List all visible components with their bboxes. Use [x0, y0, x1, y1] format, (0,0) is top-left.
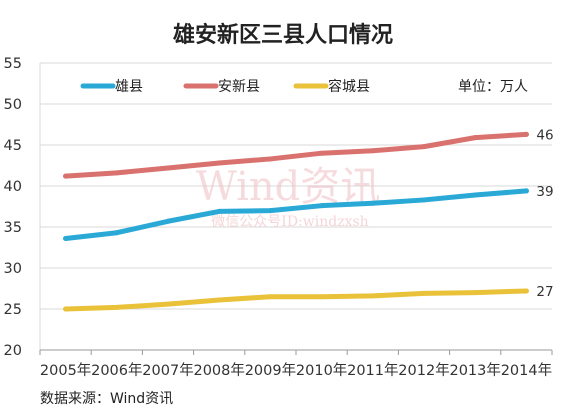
- data-point-2-1: [114, 304, 120, 310]
- data-point-0-1: [114, 230, 120, 236]
- data-point-0-5: [319, 203, 325, 209]
- data-point-2-6: [370, 293, 376, 299]
- data-point-2-3: [216, 297, 222, 303]
- x-tick-label-5: 2010年: [296, 362, 347, 379]
- x-tick-label-0: 2005年: [40, 362, 91, 379]
- end-labels: 39 46 27: [536, 127, 553, 300]
- unit-label: 单位：万人: [458, 79, 528, 95]
- data-point-1-1: [114, 170, 120, 176]
- data-point-0-3: [216, 208, 222, 214]
- data-point-0-2: [165, 218, 171, 224]
- legend-label-2: 容城县: [328, 78, 370, 95]
- data-point-2-2: [165, 301, 171, 307]
- data-point-0-4: [267, 208, 273, 214]
- legend: 雄县 安新县 容城县: [80, 78, 370, 95]
- data-point-2-5: [319, 294, 325, 300]
- x-tick-label-7: 2012年: [398, 362, 449, 379]
- data-point-2-0: [63, 306, 69, 312]
- data-point-1-5: [319, 150, 325, 156]
- y-tick-label-7: 55: [4, 56, 22, 72]
- x-tick-label-3: 2008年: [193, 362, 244, 379]
- y-tick-label-6: 50: [4, 97, 22, 113]
- data-point-1-6: [370, 148, 376, 154]
- y-tick-label-2: 30: [4, 261, 22, 277]
- data-point-0-6: [370, 200, 376, 206]
- data-point-0-0: [63, 235, 69, 241]
- data-point-1-7: [421, 144, 427, 150]
- chart-title: 雄安新区三县人口情况: [172, 22, 393, 48]
- end-label-0: 39: [536, 184, 553, 200]
- watermark-id: 微信公众号ID:windzxsh: [211, 214, 368, 230]
- data-point-1-3: [216, 160, 222, 166]
- x-tick-label-6: 2011年: [347, 362, 398, 379]
- y-tick-label-3: 35: [4, 220, 22, 236]
- x-tick-label-1: 2006年: [91, 362, 142, 379]
- x-tick-label-4: 2009年: [245, 362, 296, 379]
- data-point-1-9: [523, 131, 529, 137]
- data-point-1-8: [472, 135, 478, 141]
- y-tick-label-0: 20: [4, 343, 22, 359]
- x-tick-label-9: 2014年: [501, 362, 552, 379]
- legend-label-0: 雄县: [115, 79, 143, 95]
- end-label-1: 46: [536, 127, 553, 143]
- y-axis: 20 25 30 35 40 45 50 55: [4, 56, 22, 359]
- legend-label-1: 安新县: [218, 79, 260, 95]
- series-line-2: [63, 288, 529, 312]
- x-tick-label-2: 2007年: [142, 362, 193, 379]
- y-tick-label-1: 25: [4, 302, 22, 318]
- data-point-0-7: [421, 197, 427, 203]
- data-point-2-4: [267, 294, 273, 300]
- y-tick-label-5: 45: [4, 138, 22, 154]
- data-point-1-2: [165, 165, 171, 171]
- data-point-1-4: [267, 156, 273, 162]
- data-point-1-0: [63, 173, 69, 179]
- x-axis: 2005年 2006年 2007年 2008年 2009年 2010年 2011年 2012年…: [39, 349, 553, 379]
- series-line-1: [63, 131, 529, 179]
- x-tick-label-8: 2013年: [449, 362, 500, 379]
- data-point-0-9: [523, 188, 529, 194]
- watermark: Wind资讯 微信公众号ID:windzxsh: [196, 164, 381, 230]
- end-label-2: 27: [536, 284, 553, 300]
- y-tick-label-4: 40: [4, 179, 22, 195]
- source-note: 数据来源：Wind资讯: [40, 391, 173, 407]
- data-point-2-9: [523, 288, 529, 294]
- data-point-0-8: [472, 192, 478, 198]
- data-point-2-8: [472, 290, 478, 296]
- series-line-0: [63, 188, 529, 241]
- series-lines: [63, 131, 529, 312]
- data-point-2-7: [421, 290, 427, 296]
